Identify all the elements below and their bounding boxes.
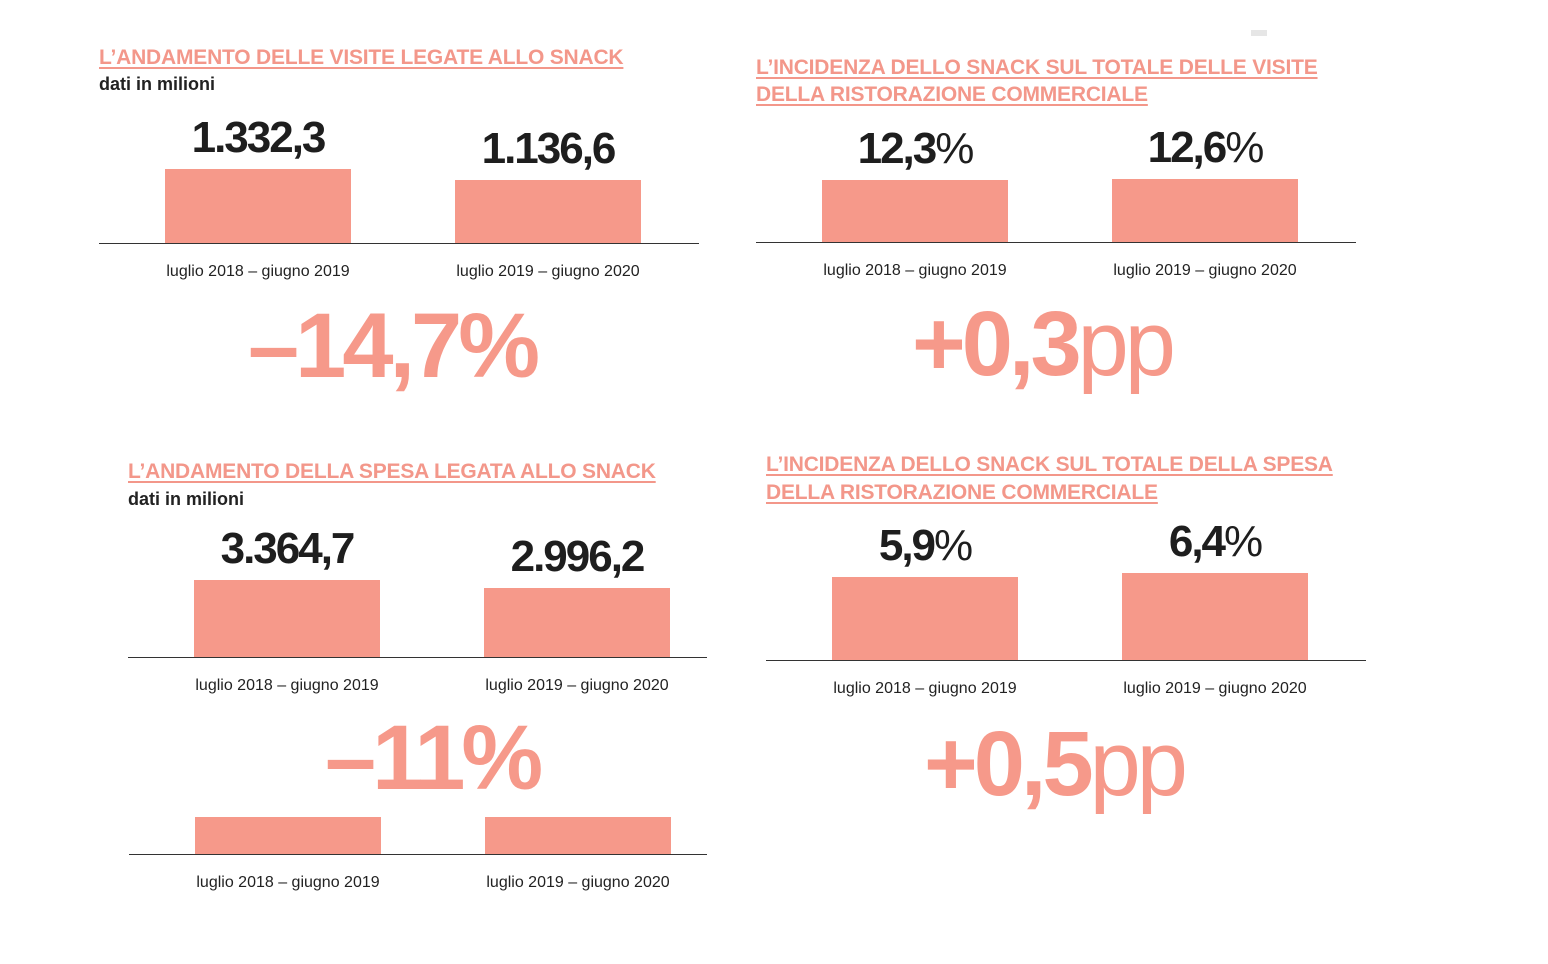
corner-mark: [1251, 30, 1267, 36]
spend-share-change-unit: pp: [1089, 713, 1188, 815]
spend_repeat-baseline: [129, 854, 707, 855]
spend-bar-1: [194, 580, 380, 657]
spend-share-title-line1: L’INCIDENZA DELLO SNACK SUL TOTALE DELLA…: [766, 453, 1333, 476]
spend-share-panel: L’INCIDENZA DELLO SNACK SUL TOTALE DELLA…: [766, 0, 1386, 504]
visits-baseline: [99, 243, 699, 244]
visits-category-label-1: luglio 2018 – giugno 2019: [166, 263, 350, 280]
spend_share-bar-2: [1122, 573, 1308, 660]
visits_share-bar-2: [1112, 179, 1298, 242]
spend_repeat-category-label-1: luglio 2018 – giugno 2019: [196, 874, 380, 891]
spend_share-bar-1: [832, 577, 1018, 660]
visits_share-value-label-2: 12,6%: [1147, 123, 1265, 172]
spend-share-title-line2: DELLA RISTORAZIONE COMMERCIALE: [766, 481, 1158, 504]
spend_share-value-suffix-1: %: [934, 521, 973, 570]
spend_repeat-category-label-2: luglio 2019 – giugno 2020: [486, 874, 670, 891]
visits-subtitle: dati in milioni: [99, 74, 215, 94]
spend-change: –11%: [325, 707, 543, 809]
visits-change: –14,7%: [248, 295, 540, 397]
visits_share-bar-1: [822, 180, 1008, 242]
spend-value-label-2: 2.996,2: [510, 532, 646, 581]
spend_share-category-label-1: luglio 2018 – giugno 2019: [833, 680, 1017, 697]
spend-title: L’ANDAMENTO DELLA SPESA LEGATA ALLO SNAC…: [128, 460, 656, 483]
visits-share-title-line1: L’INCIDENZA DELLO SNACK SUL TOTALE DELLE…: [756, 56, 1318, 79]
visits_share-category-label-1: luglio 2018 – giugno 2019: [823, 262, 1007, 279]
spend_share-category-label-2: luglio 2019 – giugno 2020: [1123, 680, 1307, 697]
visits-panel: L’ANDAMENTO DELLE VISITE LEGATE ALLO SNA…: [99, 0, 709, 400]
visits-share-change-value: +0,3: [912, 293, 1082, 395]
spend-subtitle: dati in milioni: [128, 489, 244, 509]
visits_share-value-suffix-2: %: [1225, 123, 1264, 172]
spend-share-change: +0,5pp: [924, 718, 1188, 810]
visits-share-title-line2: DELLA RISTORAZIONE COMMERCIALE: [756, 83, 1148, 106]
spend_share-value-suffix-2: %: [1224, 517, 1263, 566]
visits_share-category-label-2: luglio 2019 – giugno 2020: [1113, 262, 1297, 279]
visits_share-value-suffix-1: %: [935, 124, 974, 173]
spend_repeat-bar-1: [195, 817, 381, 854]
visits_share-value-label-1: 12,3%: [857, 124, 975, 173]
spend-panel: L’ANDAMENTO DELLA SPESA LEGATA ALLO SNAC…: [128, 0, 738, 509]
spend_share-value-label-2: 6,4%: [1168, 517, 1263, 566]
visits-share-change: +0,3pp: [912, 298, 1176, 390]
spend-baseline: [128, 657, 707, 658]
visits-category-label-2: luglio 2019 – giugno 2020: [456, 263, 640, 280]
spend-bar-2: [484, 588, 670, 657]
spend-share-change-value: +0,5: [924, 713, 1094, 815]
visits-share-panel: L’INCIDENZA DELLO SNACK SUL TOTALE DELLE…: [756, 0, 1376, 400]
visits-title: L’ANDAMENTO DELLE VISITE LEGATE ALLO SNA…: [99, 46, 624, 69]
spend-category-label-1: luglio 2018 – giugno 2019: [195, 677, 379, 694]
visits_share-baseline: [756, 242, 1356, 243]
spend_share-baseline: [766, 660, 1366, 661]
spend-value-label-1: 3.364,7: [220, 524, 356, 573]
spend-category-label-2: luglio 2019 – giugno 2020: [485, 677, 669, 694]
spend_repeat-bar-2: [485, 817, 671, 854]
visits-bar-1: [165, 169, 351, 243]
visits-share-change-unit: pp: [1077, 293, 1176, 395]
visits-value-label-2: 1.136,6: [481, 124, 617, 173]
visits-value-label-1: 1.332,3: [191, 113, 327, 162]
visits-bar-2: [455, 180, 641, 243]
spend_share-value-label-1: 5,9%: [878, 521, 973, 570]
